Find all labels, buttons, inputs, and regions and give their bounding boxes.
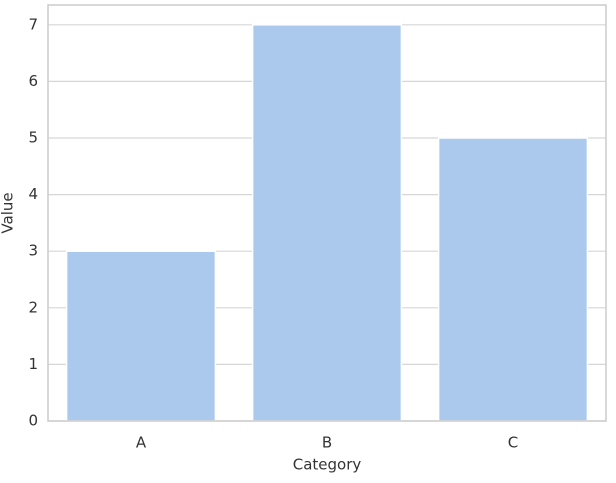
- y-tick-label: 7: [28, 15, 38, 33]
- y-tick-label: 6: [28, 72, 38, 90]
- bar: [437, 137, 589, 422]
- bar: [65, 250, 217, 422]
- x-axis-label: Category: [293, 456, 362, 474]
- x-tick-label: C: [508, 434, 518, 452]
- plot-frame: [47, 4, 607, 422]
- y-tick-label: 5: [28, 129, 38, 147]
- y-tick-label: 3: [28, 242, 38, 260]
- y-tick-label: 0: [28, 412, 38, 430]
- y-tick-label: 4: [28, 185, 38, 203]
- y-tick-label: 2: [28, 298, 38, 316]
- y-axis-label: Value: [0, 192, 17, 233]
- x-tick-label: B: [322, 434, 332, 452]
- x-tick-label: A: [136, 434, 147, 452]
- y-tick-label: 1: [28, 355, 38, 373]
- bar: [251, 24, 403, 422]
